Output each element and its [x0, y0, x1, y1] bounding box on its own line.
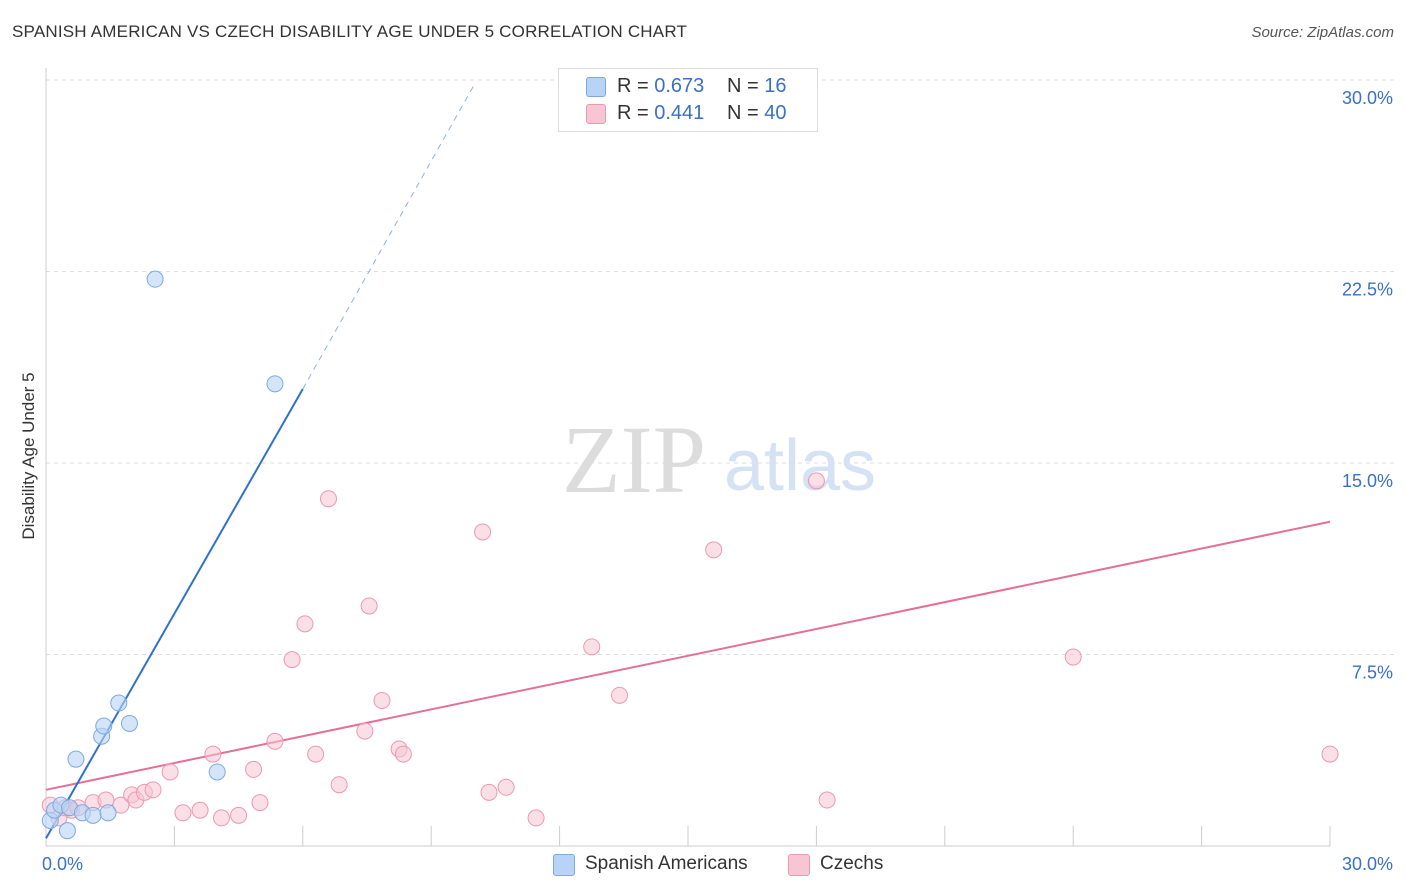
legend-swatch-blue	[586, 77, 606, 97]
legend-r: R = 0.441	[617, 102, 704, 125]
spanish-americans-point	[208, 763, 226, 781]
y-tick-label: 15.0%	[1342, 471, 1393, 491]
bottom-legend-swatch-blue	[553, 854, 575, 876]
czechs-point	[266, 732, 284, 750]
spanish-americans-trend-extension	[302, 84, 475, 390]
chart-title: SPANISH AMERICAN VS CZECH DISABILITY AGE…	[12, 22, 688, 41]
czechs-point	[245, 760, 263, 778]
czechs-point	[112, 796, 130, 814]
czechs-point	[611, 686, 629, 704]
watermark: ZIP atlas	[562, 406, 876, 513]
czechs-point	[330, 776, 348, 794]
czechs-point	[356, 722, 374, 740]
x-tick-label: 0.0%	[42, 854, 83, 874]
czechs-point	[191, 801, 209, 819]
legend-row-spanish-americans: R = 0.673 N = 16	[559, 73, 817, 99]
watermark-atlas: atlas	[724, 426, 876, 506]
grid-layer	[46, 79, 1394, 655]
czechs-point	[497, 778, 515, 796]
legend-n: N = 16	[727, 75, 787, 98]
axes-layer	[45, 68, 1331, 847]
czechs-point	[144, 781, 162, 799]
spanish-americans-point	[58, 822, 76, 840]
czechs-point	[296, 615, 314, 633]
czechs-point	[251, 794, 269, 812]
czechs-point	[583, 638, 601, 656]
czechs-point	[807, 472, 825, 490]
czechs-point	[1321, 745, 1339, 763]
source-label: Source: ZipAtlas.com	[1251, 24, 1394, 41]
legend: R = 0.673 N = 16 R = 0.441 N = 40	[558, 68, 818, 132]
legend-n: N = 40	[727, 102, 787, 125]
spanish-americans-point	[84, 806, 102, 824]
y-axis-label: Disability Age Under 5	[19, 372, 38, 539]
points-layer	[41, 270, 1339, 840]
y-tick-label: 7.5%	[1352, 663, 1393, 683]
y-tick-label: 22.5%	[1342, 280, 1393, 300]
spanish-americans-point	[146, 270, 164, 288]
czechs-point	[204, 745, 222, 763]
czechs-trend-line	[45, 520, 1331, 791]
bottom-legend-label: Spanish Americans	[585, 853, 748, 874]
czechs-point	[283, 651, 301, 669]
spanish-americans-trend-line	[45, 388, 304, 839]
czechs-point	[818, 791, 836, 809]
spanish-americans-point	[266, 375, 284, 393]
spanish-americans-point	[67, 750, 85, 768]
czechs-point	[307, 745, 325, 763]
legend-n-value: 16	[764, 75, 787, 97]
bottom-legend-label: Czechs	[820, 853, 884, 874]
czechs-point	[394, 745, 412, 763]
spanish-americans-point	[110, 694, 128, 712]
legend-r-label: R =	[617, 75, 655, 97]
legend-n-label: N =	[727, 75, 765, 97]
legend-r-label: R =	[617, 102, 655, 124]
czechs-point	[527, 809, 545, 827]
x-tick-label: 30.0%	[1342, 854, 1393, 874]
legend-row-czechs: R = 0.441 N = 40	[559, 100, 817, 126]
trend-layer	[45, 84, 1331, 839]
czechs-point	[360, 597, 378, 615]
spanish-americans-point	[99, 804, 117, 822]
bottom-legend-swatch-pink	[788, 854, 810, 876]
legend-r-value: 0.441	[654, 102, 705, 124]
y-tick-label: 30.0%	[1342, 88, 1393, 108]
legend-r-value: 0.673	[654, 75, 705, 97]
czechs-point	[474, 523, 492, 541]
czechs-point	[480, 783, 498, 801]
legend-r: R = 0.673	[617, 75, 704, 98]
czechs-point	[319, 490, 337, 508]
czechs-point	[161, 763, 179, 781]
labels-layer: 7.5% 15.0% 22.5% 30.0% 0.0% 30.0% Disability A…	[19, 88, 1393, 874]
legend-n-label: N =	[727, 102, 765, 124]
watermark-zip: ZIP	[562, 406, 706, 513]
legend-swatch-pink	[586, 104, 606, 124]
czechs-point	[230, 806, 248, 824]
czechs-point	[212, 809, 230, 827]
czechs-point	[373, 691, 391, 709]
spanish-americans-point	[120, 714, 138, 732]
spanish-americans-point	[95, 717, 113, 735]
legend-n-value: 40	[764, 102, 787, 124]
czechs-point	[705, 541, 723, 559]
czechs-point	[1064, 648, 1082, 666]
czechs-point	[174, 804, 192, 822]
